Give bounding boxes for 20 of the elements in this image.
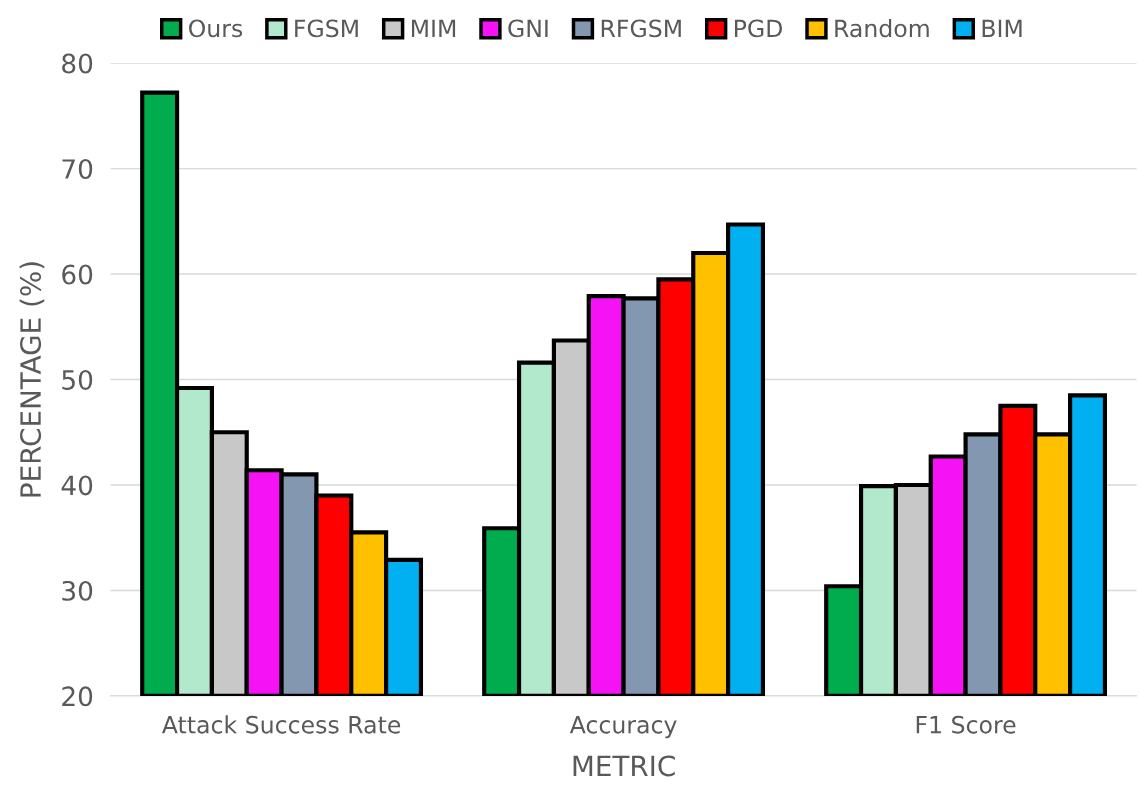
legend-label: MIM: [411, 19, 456, 37]
y-tick-label: 20: [62, 686, 93, 707]
legend-label: RFGSM: [601, 19, 681, 38]
legend-label: Ours: [189, 19, 243, 38]
legend-label: FGSM: [295, 19, 358, 38]
y-axis-title: PERCENTAGE (%): [19, 262, 45, 497]
x-axis-title: METRIC: [573, 755, 675, 777]
legend-label: PGD: [735, 19, 783, 38]
y-tick-label: 80: [62, 53, 93, 74]
legend-label: Random: [835, 19, 929, 38]
legend-label: BIM: [982, 19, 1022, 37]
y-tick-label: 50: [62, 369, 93, 390]
y-tick-label: 60: [62, 264, 93, 285]
x-tick-label: Attack Success Rate: [161, 715, 401, 734]
x-tick-label: Accuracy: [569, 716, 677, 739]
legend-label: GNI: [508, 19, 548, 38]
y-tick-label: 30: [62, 580, 93, 601]
y-tick-label: 70: [62, 159, 93, 179]
x-tick-label: F1 Score: [916, 715, 1016, 734]
y-tick-label: 40: [61, 475, 93, 496]
